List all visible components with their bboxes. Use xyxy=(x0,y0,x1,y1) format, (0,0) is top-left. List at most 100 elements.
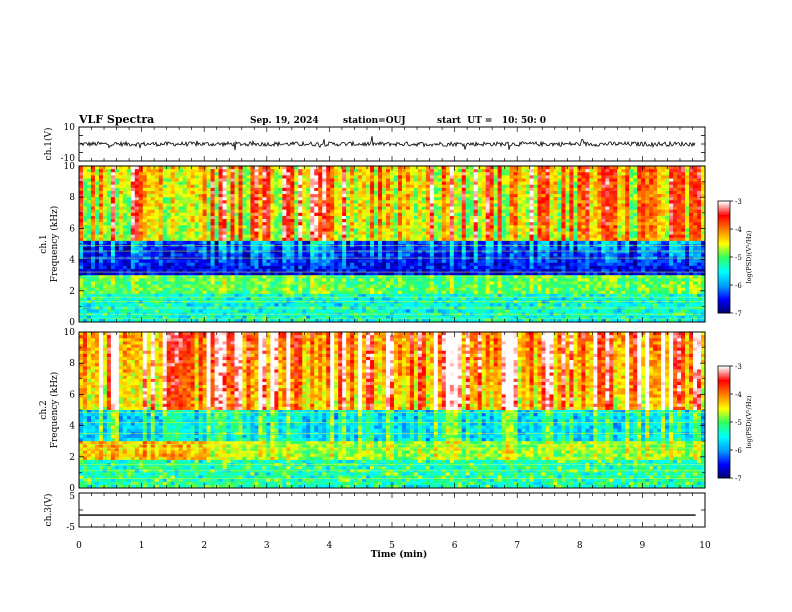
spectrogram-cell xyxy=(282,175,287,179)
spectrogram-cell xyxy=(441,290,447,295)
spectrogram-cell xyxy=(258,190,263,195)
spectrogram-cell xyxy=(142,237,148,242)
spectrogram-cell xyxy=(461,234,467,239)
spectrogram-cell xyxy=(310,178,315,182)
spectrogram-cell xyxy=(194,262,200,267)
spectrogram-cell xyxy=(306,268,311,273)
spectrogram-cell xyxy=(294,272,299,276)
spectrogram-cell xyxy=(306,278,311,282)
spectrogram-cell xyxy=(106,309,112,314)
spectrogram-cell xyxy=(246,284,251,289)
spectrogram-cell xyxy=(170,203,176,207)
spectrogram-cell xyxy=(222,297,227,301)
spectrogram-cell xyxy=(266,222,271,226)
spectrogram-cell xyxy=(326,234,331,239)
spectrogram-cell xyxy=(142,181,148,186)
spectrogram-cell xyxy=(174,237,180,242)
spectrogram-cell xyxy=(354,187,359,192)
spectrogram-cell xyxy=(322,169,327,173)
spectrogram-cell xyxy=(429,194,435,198)
spectrogram-cell xyxy=(230,166,235,170)
spectrogram-cell xyxy=(441,265,447,270)
spectrogram-cell xyxy=(338,315,343,320)
spectrogram-cell xyxy=(409,315,415,320)
spectrogram-cell xyxy=(86,318,92,323)
spectrogram-cell xyxy=(298,250,303,254)
spectrogram-cell xyxy=(362,222,367,226)
spectrogram-cell xyxy=(98,265,104,270)
spectrogram-cell xyxy=(346,181,351,186)
spectrogram-cell xyxy=(362,212,367,217)
spectrogram-cell xyxy=(250,297,255,301)
spectrogram-cell xyxy=(266,206,271,211)
spectrogram-cell xyxy=(190,215,196,220)
spectrogram-cell xyxy=(433,240,439,245)
spectrogram-cell xyxy=(382,169,387,173)
spectrogram-cell xyxy=(290,281,295,285)
spectrogram-cell xyxy=(210,315,215,320)
spectrogram-cell xyxy=(110,194,116,198)
spectrogram-cell xyxy=(206,178,211,182)
spectrogram-cell xyxy=(258,262,263,267)
spectrogram-cell xyxy=(366,197,371,201)
spectrogram-cell xyxy=(79,265,84,270)
spectrogram-cell xyxy=(122,278,128,282)
spectrogram-cell xyxy=(90,250,96,254)
spectrogram-cell xyxy=(453,203,459,207)
spectrogram-cell xyxy=(178,287,184,292)
spectrogram-cell xyxy=(473,234,479,239)
spectrogram-cell xyxy=(242,219,247,223)
spectrogram-cell xyxy=(306,250,311,254)
spectrogram-cell xyxy=(405,247,411,251)
spectrogram-cell xyxy=(453,237,459,242)
spectrogram-cell xyxy=(346,200,351,204)
spectrogram-cell xyxy=(374,297,379,301)
spectrogram-cell xyxy=(254,203,259,207)
spectrogram-cell xyxy=(266,181,271,186)
spectrogram-cell xyxy=(102,219,108,223)
spectrogram-cell xyxy=(222,225,227,229)
spectrogram-cell xyxy=(401,231,407,236)
spectrogram-cell xyxy=(226,315,231,320)
spectrogram-cell xyxy=(230,303,235,307)
spectrogram-cell xyxy=(370,178,375,182)
spectrogram-cell xyxy=(453,247,459,251)
spectrogram-cell xyxy=(386,181,391,186)
spectrogram-cell xyxy=(393,222,399,226)
spectrogram-cell xyxy=(437,293,443,298)
spectrogram-cell xyxy=(130,166,136,170)
spectrogram-cell xyxy=(386,219,391,223)
spectrogram-cell xyxy=(362,265,367,270)
spectrogram-cell xyxy=(98,225,104,229)
spectrogram-cell xyxy=(338,190,343,195)
spectrogram-cell xyxy=(238,297,243,301)
spectrogram-cell xyxy=(198,203,204,207)
spectrogram-cell xyxy=(242,262,247,267)
spectrogram-cell xyxy=(397,187,403,192)
spectrogram-cell xyxy=(449,187,455,192)
spectrogram-cell xyxy=(246,225,251,229)
spectrogram-cell xyxy=(298,178,303,182)
spectrogram-cell xyxy=(306,187,311,192)
spectrogram-cell xyxy=(114,293,120,298)
spectrogram-cell xyxy=(453,287,459,292)
spectrogram-cell xyxy=(162,297,168,301)
spectrogram-cell xyxy=(401,259,407,264)
spectrogram-cell xyxy=(469,262,475,267)
spectrogram-cell xyxy=(82,268,88,273)
spectrogram-cell xyxy=(118,169,124,173)
spectrogram-cell xyxy=(382,284,387,289)
spectrogram-cell xyxy=(98,203,104,207)
spectrogram-cell xyxy=(266,262,271,267)
spectrogram-cell xyxy=(405,309,411,314)
spectrogram-cell xyxy=(122,209,128,214)
spectrogram-cell xyxy=(79,253,84,257)
spectrogram-cell xyxy=(250,234,255,239)
spectrogram-cell xyxy=(425,265,431,270)
spectrogram-cell xyxy=(397,190,403,195)
spectrogram-cell xyxy=(413,181,419,186)
spectrogram-cell xyxy=(150,190,156,195)
spectrogram-cell xyxy=(178,284,184,289)
spectrogram-cell xyxy=(342,219,347,223)
spectrogram-cell xyxy=(354,169,359,173)
